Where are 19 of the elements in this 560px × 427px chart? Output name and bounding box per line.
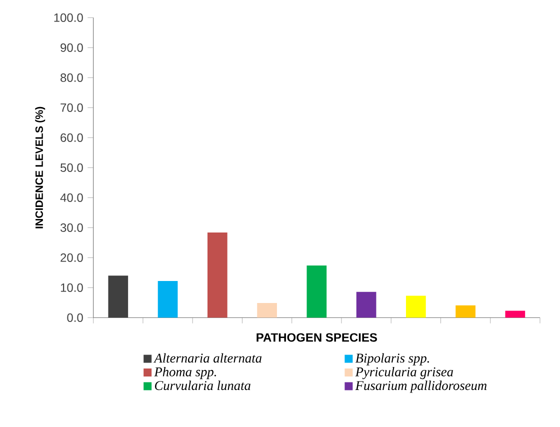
- legend-label: Pyricularia grisea: [355, 366, 453, 380]
- y-tick-label: 70.0: [60, 103, 83, 112]
- y-tick-label: 30.0: [60, 223, 83, 232]
- legend-label: Bipolaris spp.: [355, 353, 429, 366]
- y-tick-label: 20.0: [60, 253, 83, 262]
- x-axis-title: PATHOGEN SPECIES: [256, 333, 377, 342]
- y-tick-label: 100.0: [54, 13, 83, 22]
- legend-label: Phoma spp.: [154, 366, 216, 380]
- y-tick-label: 50.0: [60, 163, 83, 172]
- legend-label: Fusarium pallidoroseum: [355, 380, 487, 393]
- legend-label: Alternaria alternata: [154, 353, 262, 363]
- legend-label: Curvularia lunata: [154, 380, 250, 390]
- y-tick-label: 60.0: [60, 133, 83, 142]
- y-tick-label: 90.0: [60, 43, 83, 52]
- y-tick-label: 80.0: [60, 73, 83, 82]
- y-tick-label: 10.0: [60, 283, 83, 292]
- y-axis-title: INCIDENCE LEVELS (%): [35, 106, 46, 228]
- y-tick-label: 0.0: [67, 313, 83, 322]
- y-tick-label: 40.0: [60, 193, 83, 202]
